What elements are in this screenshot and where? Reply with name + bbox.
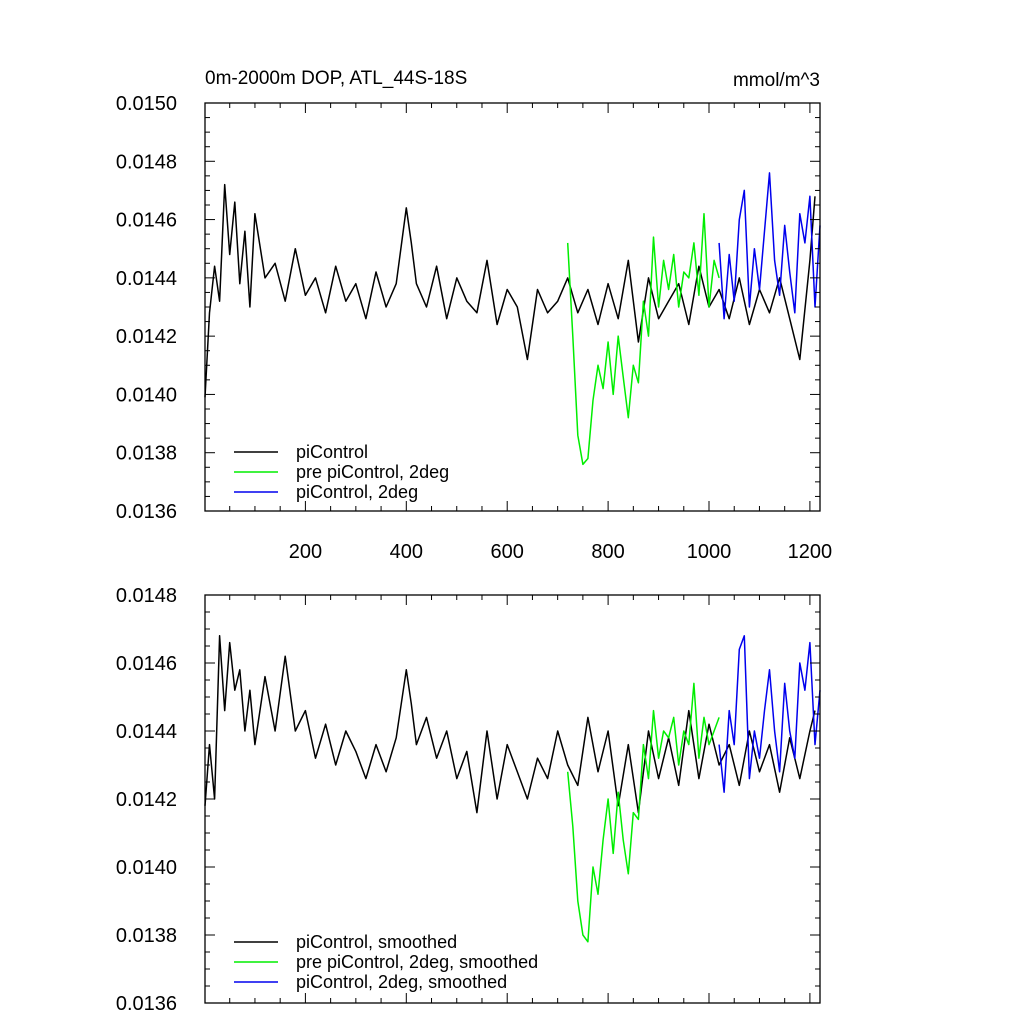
y-tick-label: 0.0136 <box>116 993 177 1015</box>
top-plot-marks <box>204 172 821 466</box>
y-tick-label: 0.0138 <box>116 443 177 465</box>
y-tick-label: 0.0146 <box>116 653 177 675</box>
x-tick-label: 400 <box>390 541 423 563</box>
x-tick-label: 600 <box>491 541 524 563</box>
y-tick-label: 0.0142 <box>116 326 177 348</box>
top-panel: 0m-2000m DOP, ATL_44S-18S mmol/m^3 0.013… <box>116 68 832 563</box>
y-tick-label: 0.0140 <box>116 384 177 406</box>
legend-label: pre piControl, 2deg <box>296 462 449 482</box>
bottom-panel: 0.0136 0.0138 0.0140 0.0142 0.0144 0.0146 0.01… <box>116 585 821 1015</box>
y-tick-label: 0.0148 <box>116 151 177 173</box>
legend-label: pre piControl, 2deg, smoothed <box>296 952 538 972</box>
x-tick-label: 1000 <box>687 541 732 563</box>
legend-label: piControl, 2deg, smoothed <box>296 972 507 992</box>
x-tick-label: 1200 <box>788 541 833 563</box>
top-axes: 0.0136 0.0138 0.0140 0.0142 0.0144 0.0146 0.01… <box>116 93 832 563</box>
series-line-picontrol-2deg-smoothed <box>718 635 821 793</box>
series-line-pre-picontrol-2deg <box>566 212 720 466</box>
units-label: mmol/m^3 <box>733 70 820 91</box>
legend-label: piControl, 2deg <box>296 482 418 502</box>
series-line-picontrol-2deg <box>718 172 821 320</box>
legend-label: piControl <box>296 442 368 462</box>
series-line-pre-picontrol-2deg-smoothed <box>566 682 720 943</box>
x-tick-label: 800 <box>591 541 624 563</box>
series-line-picontrol <box>204 183 816 398</box>
y-tick-label: 0.0144 <box>116 721 177 743</box>
y-tick-label: 0.0148 <box>116 585 177 607</box>
bottom-plot-marks <box>204 635 821 943</box>
y-tick-label: 0.0144 <box>116 268 177 290</box>
top-legend: piControl pre piControl, 2deg piControl,… <box>234 442 449 502</box>
y-tick-label: 0.0138 <box>116 925 177 947</box>
bottom-axes: 0.0136 0.0138 0.0140 0.0142 0.0144 0.0146 0.01… <box>116 585 820 1015</box>
y-tick-label: 0.0142 <box>116 789 177 811</box>
y-tick-label: 0.0146 <box>116 210 177 232</box>
y-tick-label: 0.0140 <box>116 857 177 879</box>
legend-label: piControl, smoothed <box>296 932 457 952</box>
chart-title: 0m-2000m DOP, ATL_44S-18S <box>205 68 467 89</box>
bottom-legend: piControl, smoothed pre piControl, 2deg,… <box>234 932 538 992</box>
y-tick-label: 0.0150 <box>116 93 177 115</box>
y-tick-label: 0.0136 <box>116 501 177 523</box>
x-tick-label: 200 <box>289 541 322 563</box>
